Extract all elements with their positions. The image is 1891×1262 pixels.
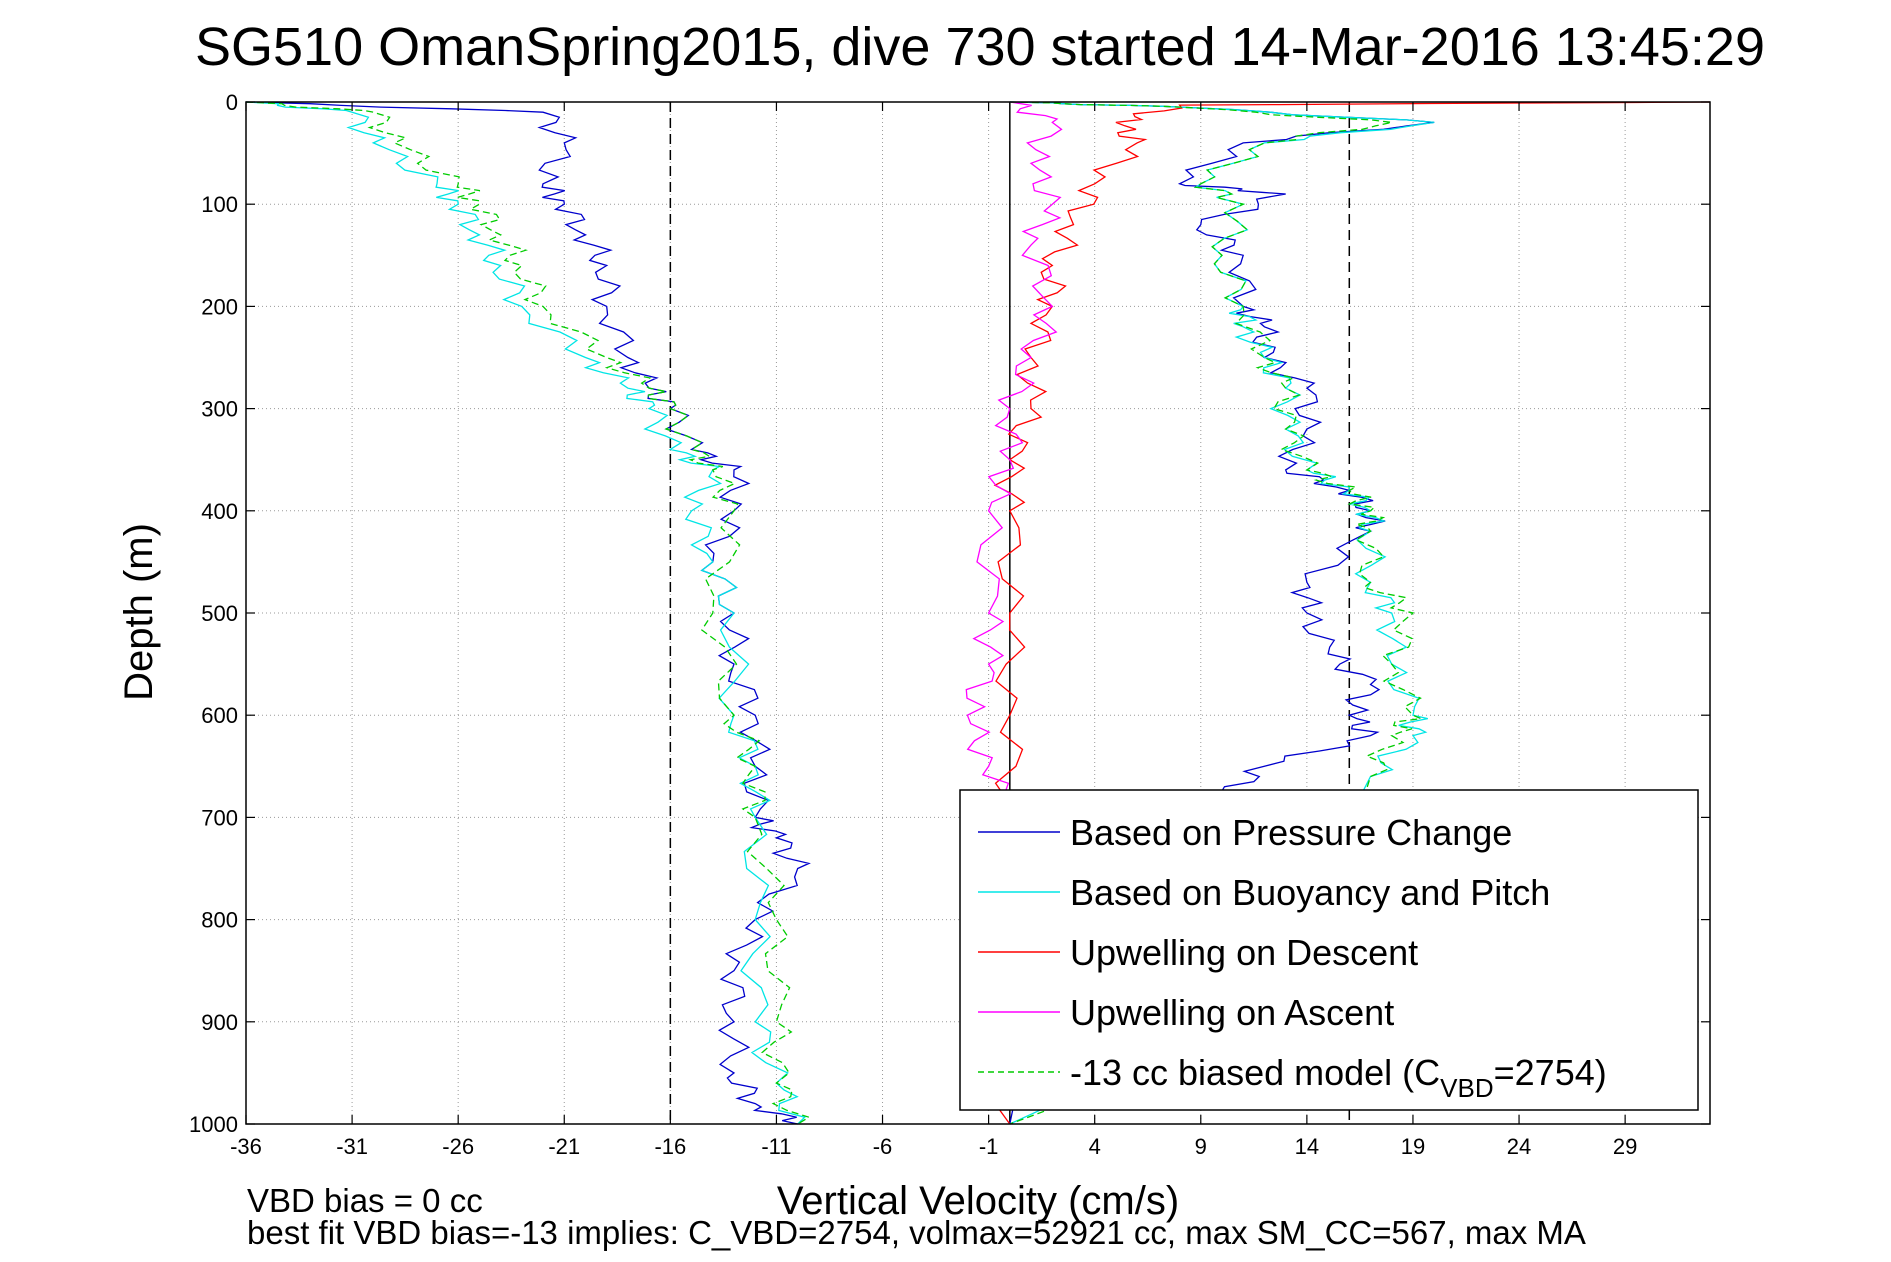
chart-title: SG510 OmanSpring2015, dive 730 started 1… (195, 17, 1765, 77)
legend-label: -13 cc biased model (CVBD=2754) (1070, 1052, 1607, 1103)
y-tick-label: 100 (201, 192, 238, 217)
x-axis-label: Vertical Velocity (cm/s) (777, 1179, 1179, 1223)
series-line (1009, 101, 1435, 1125)
x-tick-label: 19 (1401, 1134, 1425, 1159)
y-tick-label: 800 (201, 908, 238, 933)
x-tick-label: 14 (1295, 1134, 1319, 1159)
y-tick-label: 900 (201, 1010, 238, 1035)
y-tick-label: 500 (201, 601, 238, 626)
series-line (245, 101, 806, 1125)
y-tick-label: 300 (201, 397, 238, 422)
y-tick-label: 1000 (189, 1112, 238, 1137)
x-tick-label: 24 (1507, 1134, 1531, 1159)
x-tick-label: -31 (336, 1134, 368, 1159)
legend-box (959, 789, 1699, 1111)
legend-label: Based on Pressure Change (1070, 812, 1512, 853)
x-tick-label: -36 (230, 1134, 262, 1159)
series-line (965, 101, 1063, 818)
x-tick-label: -16 (654, 1134, 686, 1159)
x-tick-label: 4 (1089, 1134, 1101, 1159)
legend-label: Upwelling on Ascent (1070, 992, 1394, 1033)
legend-label: Upwelling on Descent (1070, 932, 1418, 973)
x-tick-label: -6 (873, 1134, 893, 1159)
y-tick-label: 0 (226, 90, 238, 115)
footer-line-2: best fit VBD bias=-13 implies: C_VBD=275… (247, 1214, 1586, 1251)
legend-label: Based on Buoyancy and Pitch (1070, 872, 1550, 913)
x-tick-label: 29 (1613, 1134, 1637, 1159)
axes: -36 -31 -26 -21 -16 -11 -6 -1 4 9 14 19 24 29 0 100 200 3… (189, 90, 1711, 1159)
series-line (245, 101, 811, 1125)
y-tick-label: 600 (201, 703, 238, 728)
y-tick-label: 700 (201, 805, 238, 830)
x-tick-label: -21 (548, 1134, 580, 1159)
y-tick-label: 200 (201, 294, 238, 319)
footer-line-1: VBD bias = 0 cc (247, 1182, 483, 1219)
x-tick-label: -1 (979, 1134, 999, 1159)
series-line (1009, 101, 1424, 1125)
x-tick-label: -11 (761, 1134, 791, 1159)
y-axis-label: Depth (m) (117, 523, 161, 701)
x-tick-label: 9 (1195, 1134, 1207, 1159)
x-tick-label: -26 (442, 1134, 474, 1159)
y-tick-label: 400 (201, 499, 238, 524)
legend: Based on Pressure Change Based on Buoyanc… (959, 789, 1699, 1111)
